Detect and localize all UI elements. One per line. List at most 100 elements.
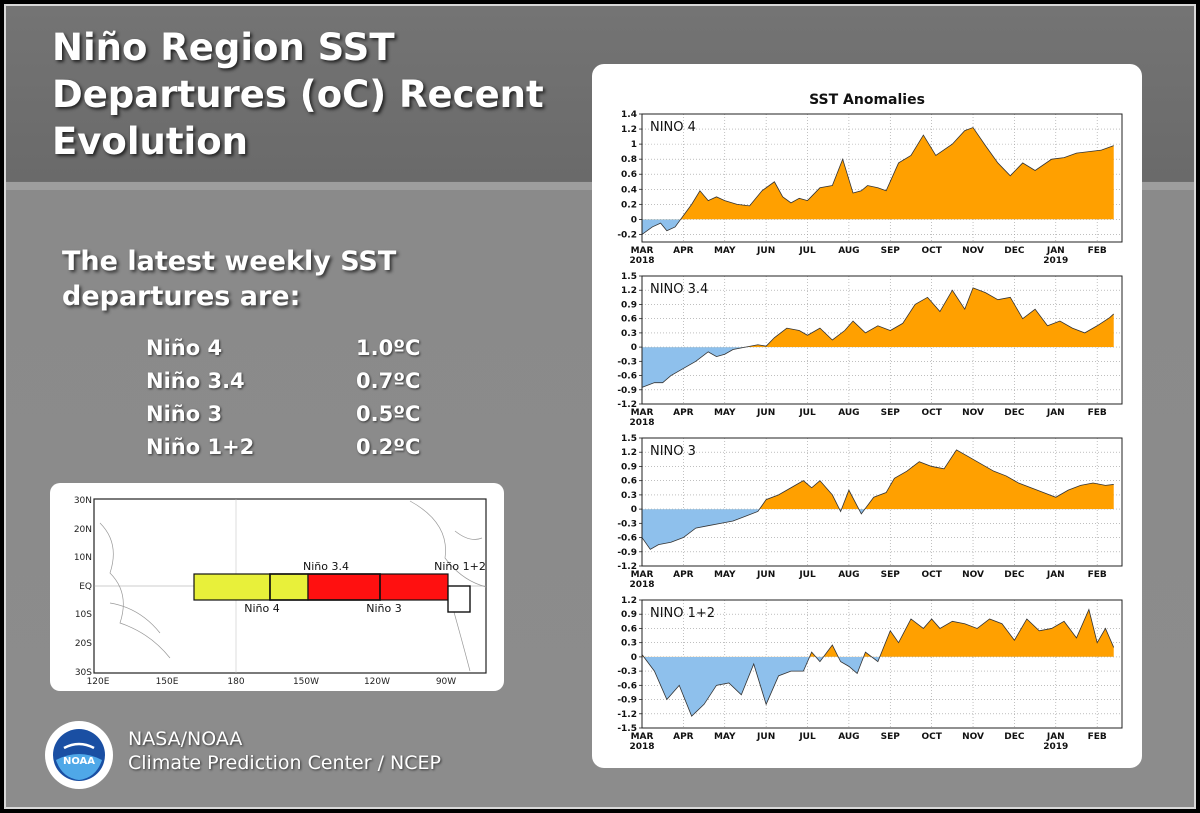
x-tick-label: NOV [962, 408, 984, 418]
x-tick-label: MAR [631, 732, 654, 742]
reading-region: Niño 3.4 [146, 369, 245, 393]
x-tick-label: JAN [1046, 570, 1065, 580]
x-tick-label: OCT [921, 408, 942, 418]
x-tick-label: MAY [714, 732, 736, 742]
y-tick-label: -0.6 [617, 681, 637, 691]
y-tick-label: 0.6 [621, 477, 637, 487]
x-tick-label: SEP [881, 570, 901, 580]
x-tick-label: DEC [1004, 732, 1025, 742]
reading-row-nino3: Niño 3 0.5ºC [146, 402, 446, 426]
y-tick-label: 0.6 [621, 315, 637, 325]
anomaly-line [641, 449, 1114, 550]
x-tick-label: FEB [1088, 570, 1107, 580]
x-tick-label: FEB [1088, 408, 1107, 418]
y-tick-label: 1.2 [621, 286, 637, 296]
slide: Niño Region SST Departures (oC) Recent E… [4, 4, 1196, 809]
lon-label: 120E [87, 677, 110, 687]
lat-label: EQ [79, 582, 92, 592]
reading-region: Niño 4 [146, 336, 223, 360]
x-tick-label: MAY [714, 570, 736, 580]
y-tick-label: 1 [631, 140, 637, 150]
lat-label: 10S [75, 610, 92, 620]
nino34-region-east [307, 573, 381, 601]
nino34-region-outline [269, 573, 381, 601]
lon-label: 120W [364, 677, 390, 687]
lon-label: 180 [227, 677, 244, 687]
x-tick-label: FEB [1088, 246, 1107, 256]
y-tick-label: 1.5 [621, 272, 637, 282]
panel-3: -1.5 -1.2 -0.9 -0.6 -0.3 0 0.3 0.6 0.9 1.2 MAR2018… [617, 596, 1123, 752]
anomaly-line [641, 608, 1115, 717]
anomaly-area-positive [680, 127, 1114, 220]
x-tick-label: MAR [631, 246, 654, 256]
panel-name: NINO 4 [650, 120, 696, 135]
x-tick-label: SEP [881, 246, 901, 256]
y-tick-label: -0.9 [617, 548, 637, 558]
nino4-region-west [193, 573, 271, 601]
y-tick-label: -0.9 [617, 386, 637, 396]
title-line: Evolution [52, 120, 248, 163]
noaa-logo-wave [56, 754, 102, 780]
y-tick-label: 0 [631, 215, 637, 225]
year-label: 2018 [629, 256, 654, 266]
x-tick-label: AUG [838, 732, 859, 742]
year-label: 2018 [629, 418, 654, 428]
reading-row-nino12: Niño 1+2 0.2ºC [146, 435, 446, 459]
panel-frame [641, 113, 1123, 243]
subtitle-line: The latest weekly SST [62, 246, 397, 277]
y-tick-label: 0.2 [621, 200, 637, 210]
anomaly-line [641, 127, 1114, 235]
y-tick-label: 1.2 [621, 125, 637, 135]
sst-anomalies-chart-card: SST Anomalies -0.2 0 0.2 0.4 0.6 0.8 1 1.2 1.4 MA… [592, 64, 1142, 768]
reading-value: 1.0ºC [356, 336, 421, 360]
nino4-label: Niño 4 [244, 602, 279, 615]
x-tick-label: JUN [756, 570, 775, 580]
lon-label: 150E [156, 677, 179, 687]
reading-row-nino34: Niño 3.4 0.7ºC [146, 369, 446, 393]
reading-value: 0.2ºC [356, 435, 421, 459]
x-tick-label: APR [673, 570, 694, 580]
y-tick-label: -0.3 [617, 357, 637, 367]
credit-center: Climate Prediction Center / NCEP [128, 752, 441, 774]
y-tick-label: 0 [631, 343, 637, 353]
x-tick-label: JUL [798, 732, 816, 742]
x-tick-label: MAR [631, 570, 654, 580]
caribbean-outline [454, 530, 483, 540]
x-tick-label: JUN [756, 408, 775, 418]
lon-label: 90W [436, 677, 456, 687]
x-tick-label: DEC [1004, 246, 1025, 256]
anomaly-area-negative [642, 347, 746, 388]
panel-name: NINO 1+2 [650, 606, 715, 621]
y-tick-label: 0.9 [621, 300, 637, 310]
noaa-logo-text: NOAA [63, 756, 95, 767]
credit-agency: NASA/NOAA [128, 728, 243, 750]
reading-value: 0.5ºC [356, 402, 421, 426]
x-tick-label: OCT [921, 570, 942, 580]
y-tick-label: 0.4 [621, 185, 637, 195]
year-label: 2019 [1043, 742, 1068, 752]
panel-frame [641, 275, 1123, 405]
x-tick-label: AUG [838, 408, 859, 418]
y-tick-label: -0.3 [617, 667, 637, 677]
y-tick-label: 1.2 [621, 596, 637, 606]
y-tick-label: -1.2 [617, 710, 637, 720]
x-tick-label: NOV [962, 570, 984, 580]
y-tick-label: -0.6 [617, 534, 637, 544]
anomaly-area-positive [642, 449, 1114, 510]
y-tick-label: -0.9 [617, 696, 637, 706]
y-tick-label: 0 [631, 653, 637, 663]
noaa-logo: NOAA [45, 721, 113, 789]
y-tick-label: -0.2 [617, 230, 637, 240]
panel-frame [641, 437, 1123, 567]
nino3-label: Niño 3 [366, 602, 401, 615]
y-tick-label: -0.6 [617, 372, 637, 382]
x-tick-label: APR [673, 732, 694, 742]
y-tick-label: 0.3 [621, 329, 637, 339]
y-tick-label: 1.4 [621, 110, 637, 120]
y-tick-label: 1.2 [621, 448, 637, 458]
nino4-region-east [269, 573, 309, 601]
x-tick-label: DEC [1004, 570, 1025, 580]
year-label: 2018 [629, 580, 654, 590]
